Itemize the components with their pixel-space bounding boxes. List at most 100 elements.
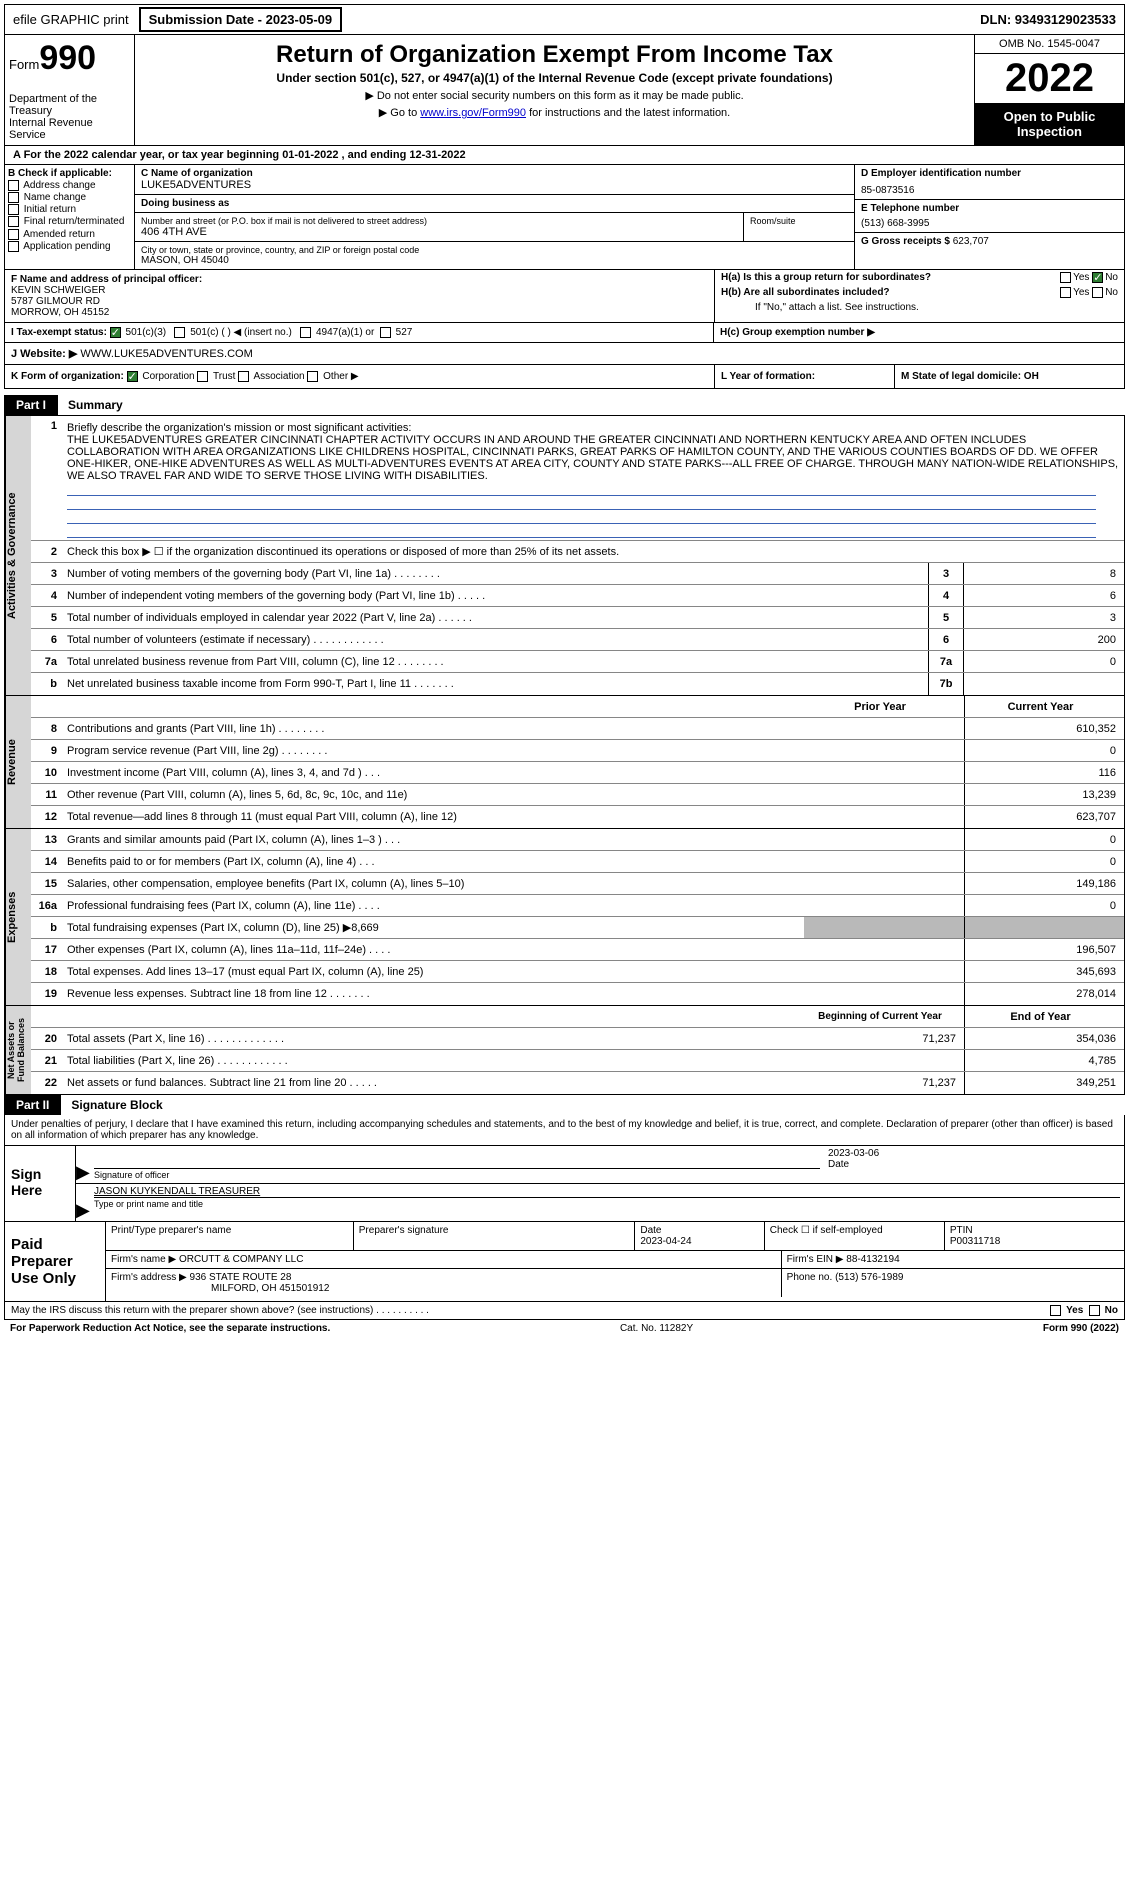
entity-block: B Check if applicable: Address change Na…: [4, 165, 1125, 270]
cb-application-pending[interactable]: Application pending: [8, 241, 131, 252]
firm-phone-label: Phone no.: [787, 1272, 833, 1283]
top-bar: efile GRAPHIC print Submission Date - 20…: [4, 4, 1125, 35]
line-11-curr: 13,239: [964, 784, 1124, 805]
dba-label: Doing business as: [141, 198, 848, 209]
line-21: Total liabilities (Part X, line 26) . . …: [63, 1053, 804, 1069]
part-1-tab: Part I: [4, 395, 58, 415]
website-label: J Website: ▶: [11, 348, 77, 360]
line-3: Number of voting members of the governin…: [63, 566, 928, 582]
cb-4947[interactable]: [300, 327, 311, 338]
line-4: Number of independent voting members of …: [63, 588, 928, 604]
line-7a: Total unrelated business revenue from Pa…: [63, 654, 928, 670]
firm-ein-label: Firm's EIN ▶: [787, 1254, 844, 1265]
cb-assoc[interactable]: [238, 371, 249, 382]
sig-date-value: 2023-03-06: [828, 1148, 1120, 1159]
form-org-label: K Form of organization:: [11, 371, 124, 382]
irs-link[interactable]: www.irs.gov/Form990: [420, 107, 526, 119]
line-13-curr: 0: [964, 829, 1124, 850]
cb-name-change[interactable]: Name change: [8, 192, 131, 203]
prep-name-label: Print/Type preparer's name: [111, 1225, 348, 1236]
firm-name-label: Firm's name ▶: [111, 1254, 176, 1265]
line-15: Salaries, other compensation, employee b…: [63, 876, 804, 892]
line-10-curr: 116: [964, 762, 1124, 783]
line-13-prior: [804, 829, 964, 850]
line-16a-curr: 0: [964, 895, 1124, 916]
prior-year-hdr: Prior Year: [804, 696, 964, 717]
line-12: Total revenue—add lines 8 through 11 (mu…: [63, 809, 804, 825]
line-7b: Net unrelated business taxable income fr…: [63, 676, 928, 692]
prep-date-label: Date: [640, 1225, 758, 1236]
open-to-public: Open to Public Inspection: [975, 103, 1124, 145]
line-20-prior: 71,237: [804, 1028, 964, 1049]
state-domicile: M State of legal domicile: OH: [901, 371, 1039, 382]
line-17: Other expenses (Part IX, column (A), lin…: [63, 942, 804, 958]
form-subtitle: Under section 501(c), 527, or 4947(a)(1)…: [141, 71, 968, 85]
line-20-curr: 354,036: [964, 1028, 1124, 1049]
line-22: Net assets or fund balances. Subtract li…: [63, 1075, 804, 1091]
cb-final-return[interactable]: Final return/terminated: [8, 216, 131, 227]
line-22-curr: 349,251: [964, 1072, 1124, 1094]
line-10-prior: [804, 762, 964, 783]
side-governance: Activities & Governance: [5, 416, 31, 695]
cb-initial-return[interactable]: Initial return: [8, 204, 131, 215]
summary-table: Activities & Governance 1 Briefly descri…: [4, 415, 1125, 1095]
line-16b-shade2: [964, 917, 1124, 938]
prep-date-value: 2023-04-24: [640, 1236, 758, 1247]
line-8-curr: 610,352: [964, 718, 1124, 739]
line-15-prior: [804, 873, 964, 894]
line-21-prior: [804, 1050, 964, 1071]
side-expenses: Expenses: [5, 829, 31, 1005]
phone-label: E Telephone number: [861, 203, 1118, 214]
tax-year: 2022: [975, 54, 1124, 103]
line-6: Total number of volunteers (estimate if …: [63, 632, 928, 648]
pra-notice: For Paperwork Reduction Act Notice, see …: [10, 1323, 330, 1334]
cb-corp[interactable]: [127, 371, 138, 382]
firm-phone-value: (513) 576-1989: [835, 1272, 903, 1283]
col-b-header: B Check if applicable:: [8, 168, 112, 179]
city-value: MASON, OH 45040: [141, 255, 229, 266]
line-1-label: Briefly describe the organization's miss…: [67, 422, 411, 434]
ptin-label: PTIN: [950, 1225, 1119, 1236]
line-7a-val: 0: [964, 651, 1124, 672]
boy-hdr: Beginning of Current Year: [804, 1006, 964, 1027]
instruction-2: ▶ Go to www.irs.gov/Form990 for instruct…: [141, 106, 968, 119]
line-16a-prior: [804, 895, 964, 916]
cb-501c3[interactable]: [110, 327, 121, 338]
prep-check-label: Check ☐ if self-employed: [770, 1225, 939, 1236]
preparer-label: Paid Preparer Use Only: [5, 1222, 105, 1301]
sig-arrow-icon: ▶: [76, 1146, 90, 1183]
discuss-question: May the IRS discuss this return with the…: [11, 1305, 429, 1316]
sig-arrow-icon-2: ▶: [76, 1184, 90, 1221]
line-9-prior: [804, 740, 964, 761]
prep-sig-label: Preparer's signature: [359, 1225, 630, 1236]
row-klm: K Form of organization: Corporation Trus…: [4, 365, 1125, 389]
cb-discuss-yes[interactable]: [1050, 1305, 1061, 1316]
line-21-curr: 4,785: [964, 1050, 1124, 1071]
cb-address-change[interactable]: Address change: [8, 180, 131, 191]
h-c-label: H(c) Group exemption number ▶: [720, 327, 875, 338]
h-a-row: H(a) Is this a group return for subordin…: [715, 270, 1124, 285]
form-header: Form990 Department of the Treasury Inter…: [4, 35, 1125, 146]
line-11-prior: [804, 784, 964, 805]
line-3-val: 8: [964, 563, 1124, 584]
tax-status-label: I Tax-exempt status:: [11, 327, 107, 338]
cb-discuss-no[interactable]: [1089, 1305, 1100, 1316]
cb-527[interactable]: [380, 327, 391, 338]
perjury-statement: Under penalties of perjury, I declare th…: [5, 1115, 1124, 1146]
cb-trust[interactable]: [197, 371, 208, 382]
line-8: Contributions and grants (Part VIII, lin…: [63, 721, 804, 737]
instr2-post: for instructions and the latest informat…: [526, 107, 730, 119]
side-revenue: Revenue: [5, 696, 31, 828]
line-16b-shade1: [804, 917, 964, 938]
row-a-period: A For the 2022 calendar year, or tax yea…: [4, 146, 1125, 165]
cb-amended[interactable]: Amended return: [8, 229, 131, 240]
cb-501c[interactable]: [174, 327, 185, 338]
efile-label: efile GRAPHIC print: [5, 8, 137, 31]
city-label: City or town, state or province, country…: [141, 245, 848, 255]
line-17-curr: 196,507: [964, 939, 1124, 960]
line-17-prior: [804, 939, 964, 960]
dln-label: DLN: 93493129023533: [972, 8, 1124, 31]
line-18-prior: [804, 961, 964, 982]
footer-bottom: For Paperwork Reduction Act Notice, see …: [4, 1320, 1125, 1337]
cb-other[interactable]: [307, 371, 318, 382]
